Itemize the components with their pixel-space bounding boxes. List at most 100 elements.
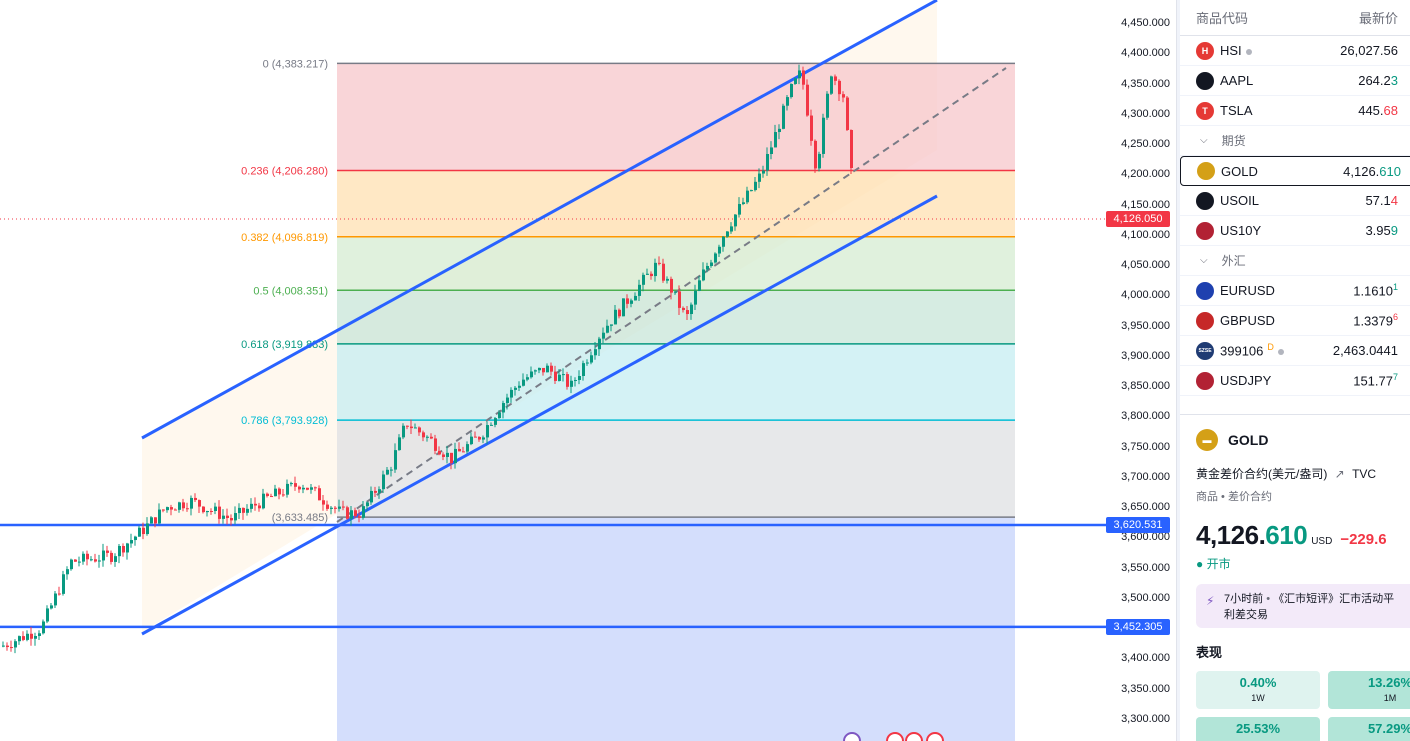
hsi-logo-icon: H — [1196, 41, 1214, 60]
fib-zone — [337, 236, 1015, 291]
candle-body — [334, 507, 337, 509]
watchlist-row-tsla[interactable]: T TSLA 445.68 — [1180, 96, 1410, 126]
event-marker-icon — [905, 732, 923, 741]
candle-body — [210, 510, 213, 512]
watchlist-row-gold[interactable]: GOLD 4,126.610 — [1180, 156, 1410, 186]
panel-divider[interactable] — [1176, 0, 1180, 741]
candle-body — [546, 365, 549, 373]
performance-cell[interactable]: 0.40% 1W — [1196, 671, 1320, 709]
chevron-down-icon[interactable]: ⌵ — [1200, 255, 1208, 266]
candle-body — [154, 517, 157, 524]
candle-body — [558, 374, 561, 381]
news-card[interactable]: ⚡ 7小时前 • 《汇市短评》汇市活动平 利差交易 — [1196, 584, 1410, 628]
performance-cell[interactable]: 57.29% — [1328, 717, 1410, 741]
watchlist-row-aapl[interactable]: AAPL 264.23 — [1180, 66, 1410, 96]
candle-body — [614, 309, 617, 325]
candle-body — [610, 324, 613, 326]
performance-title: 表现 — [1196, 645, 1223, 660]
detail-source[interactable]: TVC — [1352, 467, 1377, 481]
watchlist-row-gbpusd[interactable]: GBPUSD 1.33796 — [1180, 306, 1410, 336]
candle-body — [814, 140, 817, 169]
column-last-header[interactable]: 最新价 — [1358, 11, 1398, 26]
chart-pane[interactable]: 0 (4,383.217) 0.236 (4,206.280) 0.382 (4,0… — [0, 0, 1106, 741]
candle-body — [470, 436, 473, 445]
fib-label: 0.382 (4,096.819) — [241, 232, 328, 244]
fib-label: 0.786 (3,793.928) — [241, 415, 328, 427]
candle-body — [290, 483, 293, 485]
candle-body — [782, 105, 785, 129]
watchlist-row-eurusd[interactable]: EURUSD 1.16101 — [1180, 276, 1410, 306]
candle-body — [574, 380, 577, 382]
watchlist-row-hsi[interactable]: H HSI 26,027.56 — [1180, 36, 1410, 66]
candle-body — [142, 527, 145, 535]
price-tick-label: 3,800.000 — [1121, 410, 1170, 423]
candle-body — [106, 550, 109, 553]
candle-body — [90, 559, 93, 561]
candle-body — [582, 363, 585, 376]
detail-price-row: 4,126.610 USD −229.6 — [1196, 520, 1410, 551]
candle-body — [310, 487, 313, 490]
chevron-down-icon[interactable]: ⌵ — [1200, 135, 1208, 146]
gold-icon: ▬ — [1196, 429, 1218, 451]
candle-body — [302, 487, 305, 490]
performance-cell[interactable]: 13.26% 1M — [1328, 671, 1410, 709]
price-chart[interactable]: 0 (4,383.217) 0.236 (4,206.280) 0.382 (4,0… — [0, 0, 1106, 741]
performance-period: 1M — [1383, 693, 1397, 703]
candle-body — [198, 500, 201, 507]
candle-body — [266, 493, 269, 497]
candle-body — [826, 93, 829, 118]
candle-body — [110, 552, 113, 562]
price-tick-label: 3,950.000 — [1121, 319, 1170, 332]
column-symbol-header[interactable]: 商品代码 — [1196, 11, 1249, 26]
candle-body — [150, 517, 153, 524]
candle-body — [410, 426, 413, 429]
candle-body — [530, 371, 533, 378]
candle-body — [486, 425, 489, 438]
detail-change: −229.6 — [1340, 531, 1387, 548]
status-text: 开市 — [1206, 557, 1231, 571]
candle-body — [190, 497, 193, 509]
watchlist-group[interactable]: ⌵ 期货 — [1180, 126, 1410, 156]
watchlist-row-usoil[interactable]: USOIL 57.14 — [1180, 186, 1410, 216]
candle-body — [6, 645, 9, 648]
watchlist-row-usdjpy[interactable]: USDJPY 151.777 — [1180, 366, 1410, 396]
candle-body — [386, 469, 389, 475]
price-tag[interactable]: 3,620.531 — [1106, 517, 1170, 533]
watchlist-row-399106[interactable]: SZSE 399106 D 2,463.0441 — [1180, 336, 1410, 366]
price-tag[interactable]: 4,126.050 — [1106, 211, 1170, 228]
watchlist-symbol: USDJPY — [1220, 373, 1272, 388]
candle-body — [578, 375, 581, 381]
watchlist-group[interactable]: ⌵ 外汇 — [1180, 246, 1410, 276]
price-tick-label: 3,350.000 — [1121, 682, 1170, 695]
watchlist-last-price: 151.777 — [1353, 372, 1398, 389]
candle-body — [550, 365, 553, 372]
candle-body — [294, 483, 297, 487]
fib-zone — [337, 343, 1015, 421]
candle-body — [450, 452, 453, 464]
external-link-icon[interactable]: ↗ — [1334, 467, 1345, 481]
performance-cell[interactable]: 25.53% — [1196, 717, 1320, 741]
candle-body — [382, 474, 385, 490]
candle-body — [10, 647, 13, 649]
candle-body — [162, 509, 165, 511]
candle-body — [506, 397, 509, 404]
fib-label: 0.5 (4,008.351) — [253, 285, 328, 297]
candle-body — [374, 490, 377, 493]
candle-body — [270, 496, 273, 498]
candle-body — [170, 507, 173, 510]
price-tick-label: 4,350.000 — [1121, 77, 1170, 90]
candle-body — [354, 510, 357, 517]
candle-body — [126, 543, 129, 553]
price-tag[interactable]: 3,452.305 — [1106, 618, 1170, 635]
candle-body — [562, 374, 565, 376]
symbol-detail: ▬ GOLD 黄金差价合约(美元/盎司) ↗ TVC 商品 • 差价合约 4,1… — [1180, 414, 1410, 741]
candle-body — [850, 129, 853, 169]
detail-symbol[interactable]: GOLD — [1228, 432, 1269, 448]
candle-body — [758, 173, 761, 182]
watchlist-row-us10y[interactable]: US10Y 3.959 — [1180, 216, 1410, 246]
candle-body — [46, 608, 49, 622]
candle-body — [230, 518, 233, 521]
price-axis[interactable]: 4,450.000 4,400.000 4,350.000 4,300.000 4,25… — [1106, 0, 1176, 741]
status-dot-icon: ● — [1196, 557, 1204, 571]
candle-body — [318, 488, 321, 501]
